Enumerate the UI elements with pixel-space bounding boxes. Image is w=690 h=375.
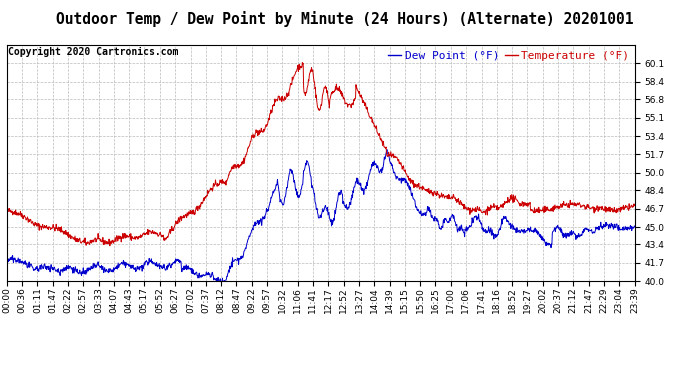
Text: Copyright 2020 Cartronics.com: Copyright 2020 Cartronics.com	[8, 47, 178, 57]
Text: Outdoor Temp / Dew Point by Minute (24 Hours) (Alternate) 20201001: Outdoor Temp / Dew Point by Minute (24 H…	[57, 11, 633, 27]
Legend: Dew Point (°F), Temperature (°F): Dew Point (°F), Temperature (°F)	[388, 51, 629, 60]
